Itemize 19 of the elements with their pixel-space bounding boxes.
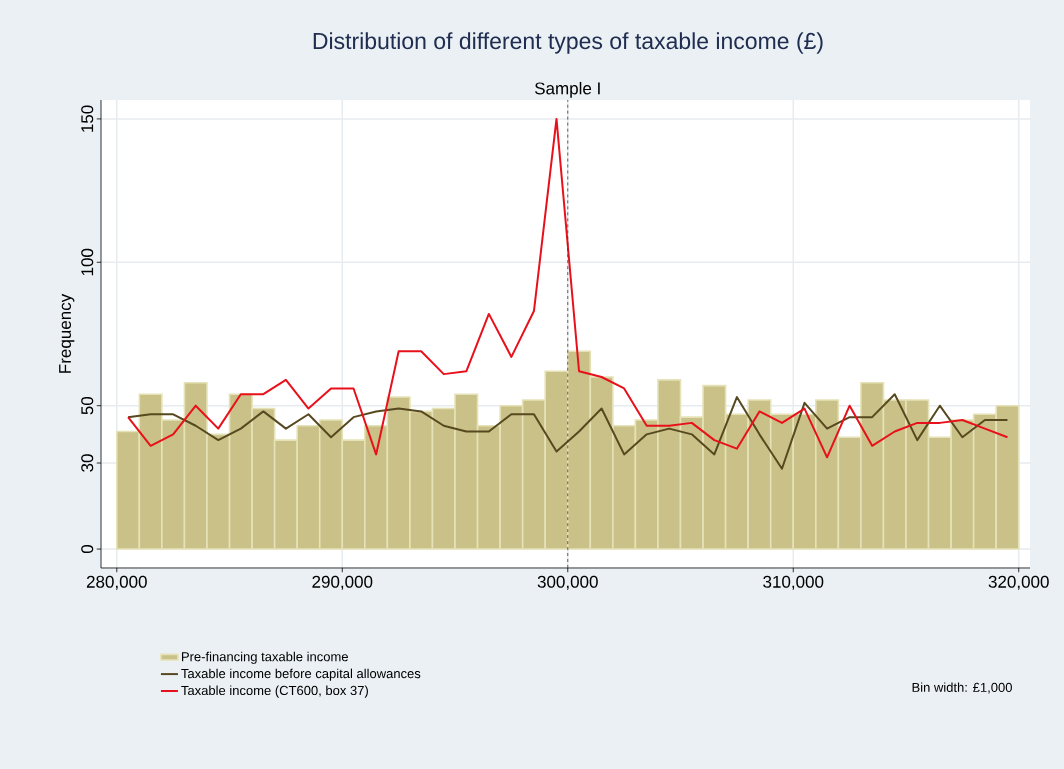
y-tick-label: 50 bbox=[81, 396, 94, 415]
y-tick-label: 100 bbox=[81, 248, 94, 276]
y-tick-label: 0 bbox=[81, 544, 94, 554]
x-tick-label: 300,000 bbox=[537, 575, 598, 590]
y-tick-label: 150 bbox=[81, 105, 94, 132]
chart-title: Distribution of different types of taxable income (£) bbox=[313, 32, 823, 54]
text: Bin width: £1,000 bbox=[912, 682, 1012, 694]
line-series bbox=[127, 393, 1009, 470]
x-tick-label: 290,000 bbox=[312, 575, 373, 590]
ref-line-label: Sample I bbox=[534, 81, 600, 98]
legend-label: Taxable income (CT600, box 37) bbox=[181, 685, 368, 698]
y-tick-label: 30 bbox=[81, 454, 94, 472]
legend-label: Pre-financing taxable income bbox=[181, 651, 348, 664]
line-series bbox=[127, 117, 1009, 459]
legend-label: Taxable income before capital allowances bbox=[181, 668, 421, 681]
x-tick-label: 310,000 bbox=[763, 575, 824, 590]
y-axis-title: Frequency bbox=[59, 293, 75, 373]
x-tick-label: 280,000 bbox=[86, 575, 147, 590]
x-tick-label: 320,000 bbox=[988, 575, 1049, 590]
